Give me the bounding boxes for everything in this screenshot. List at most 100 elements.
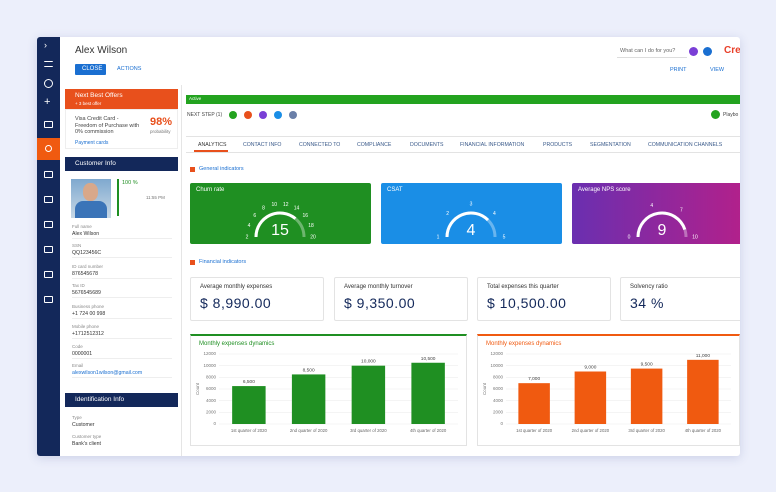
field-value: 876545678	[72, 271, 98, 277]
gauge-value-arc	[254, 211, 297, 238]
customer-title: Customer Info	[75, 160, 116, 167]
field-label: Code	[72, 344, 83, 349]
gauge-value-arc	[636, 211, 687, 238]
y-tick-label: 6000	[493, 386, 504, 391]
metric-card: Solvency ratio 34 %	[620, 277, 740, 321]
metric-label: Solvency ratio	[630, 284, 668, 290]
metric-value: 34 %	[630, 295, 664, 311]
metric-label: Average monthly turnover	[344, 284, 413, 290]
y-tick-label: 4000	[206, 398, 217, 403]
tab[interactable]: FINANCIAL INFORMATION	[460, 142, 525, 148]
y-tick-label: 8000	[206, 375, 217, 380]
nav-reports[interactable]	[44, 296, 53, 303]
nav-add[interactable]: +	[44, 96, 51, 108]
nav-accounts[interactable]	[44, 121, 53, 128]
tab[interactable]: COMMUNICATION CHANNELS	[648, 142, 723, 148]
step-icon[interactable]	[229, 111, 237, 119]
nav-book[interactable]	[44, 246, 53, 253]
section-toggle	[190, 167, 195, 172]
gauge-tick-label: 4	[493, 211, 496, 217]
nav-docs[interactable]	[44, 196, 53, 203]
photo-body	[75, 201, 107, 218]
print-button[interactable]: PRINT	[670, 67, 687, 73]
x-tick-label: 2nd quarter of 2020	[572, 428, 610, 433]
chart-title: Monthly expenses dynamics	[199, 341, 275, 347]
step-icon[interactable]	[259, 111, 267, 119]
tab[interactable]: CONNECTED TO	[299, 142, 341, 148]
metric-label: Average monthly expenses	[200, 284, 273, 290]
nav-play[interactable]	[44, 79, 53, 88]
tabs-bottom-line	[186, 152, 740, 153]
bar	[518, 383, 550, 424]
tab[interactable]: PRODUCTS	[543, 142, 573, 148]
offers-title: Next Best Offers	[75, 92, 123, 99]
chart-card: Monthly expenses dynamics 0 2000 4000 6000 80…	[190, 334, 467, 446]
gauge-value: 15	[271, 222, 289, 239]
bar	[687, 359, 719, 424]
field-label: SSN	[72, 243, 82, 248]
chart-card: Monthly expenses dynamics 0 2000 4000 6000 80…	[477, 334, 740, 446]
y-tick-label: 10000	[203, 363, 216, 368]
gauge-card: Churn rate 2 4 6 8 10 12 14 16 18 20 15	[190, 183, 371, 244]
close-label[interactable]: CLOSE	[82, 66, 103, 72]
search-box[interactable]: What can I do for you?	[620, 48, 676, 54]
y-tick-label: 2000	[493, 410, 504, 415]
tab[interactable]: ANALYTICS	[198, 142, 227, 148]
bar	[574, 371, 607, 424]
y-tick-label: 8000	[493, 375, 504, 380]
gauge-tick-label: 16	[302, 213, 308, 219]
field-value: Alex Wilson	[72, 231, 100, 237]
field-value: Customer	[72, 422, 95, 428]
window: › + Alex Wilson CLOSE ACTIONS What can I do…	[37, 37, 740, 456]
field-line	[72, 338, 172, 339]
bar-value-label: 10,500	[421, 356, 436, 362]
gauge-tick-label: 20	[310, 234, 316, 240]
nav-flag[interactable]	[44, 221, 53, 228]
bar-chart: 0 2000 4000 6000 8000 10000 12000 Count 6,500 1st…	[195, 351, 458, 433]
assistant-icon[interactable]	[689, 47, 698, 56]
tab[interactable]: SEGMENTATION	[590, 142, 631, 148]
bar-value-label: 9,000	[584, 365, 596, 371]
step-icon[interactable]	[274, 111, 282, 119]
bar	[411, 362, 445, 424]
field-label: Email	[72, 363, 84, 368]
step-icon[interactable]	[244, 111, 252, 119]
tab[interactable]: CONTACT INFO	[243, 142, 282, 148]
nav-tasks[interactable]	[44, 171, 53, 178]
field-value: alexwilson1wilson@gmail.com	[72, 370, 143, 376]
nav-menu[interactable]	[44, 61, 53, 67]
step-icon[interactable]	[289, 111, 297, 119]
gauge-tick-label: 14	[294, 206, 300, 212]
stage-label: Active	[189, 96, 202, 101]
nav-chat[interactable]	[44, 271, 53, 278]
bar	[351, 365, 386, 424]
field-line	[72, 278, 172, 279]
y-axis-label: Count	[195, 382, 200, 395]
y-tick-label: 10000	[490, 363, 503, 368]
bar-value-label: 8,500	[303, 367, 315, 373]
offer-category[interactable]: Payment cards	[75, 140, 109, 146]
gauge-value: 4	[467, 222, 476, 239]
add-icon[interactable]	[703, 47, 712, 56]
gauge-value-arc	[445, 211, 490, 238]
close-button[interactable]	[75, 64, 106, 75]
field-label: Full name	[72, 224, 92, 229]
y-tick-label: 12000	[203, 351, 216, 356]
tab[interactable]: COMPLIANCE	[357, 142, 392, 148]
offers-header	[65, 89, 178, 109]
y-tick-label: 0	[213, 421, 216, 426]
gauge-title: Churn rate	[196, 187, 225, 193]
view-button[interactable]: VIEW	[710, 67, 725, 73]
gauge-tick-label: 5	[503, 234, 506, 240]
bar-value-label: 10,000	[361, 359, 376, 365]
tab[interactable]: DOCUMENTS	[410, 142, 444, 148]
gauge: 1 2 3 4 5 4	[437, 201, 506, 240]
offers-subtitle: + 3 best offer	[75, 101, 102, 106]
actions-button[interactable]: ACTIONS	[117, 66, 142, 72]
nav-contacts[interactable]	[45, 145, 52, 152]
nav-expand[interactable]: ›	[44, 40, 47, 50]
offer-name: Visa Credit Card - Freedom of Purchase w…	[75, 116, 140, 135]
gauge-tick-label: 8	[262, 206, 265, 212]
gauge-tick-label: 10	[692, 234, 698, 240]
y-axis-label: Count	[482, 382, 487, 395]
